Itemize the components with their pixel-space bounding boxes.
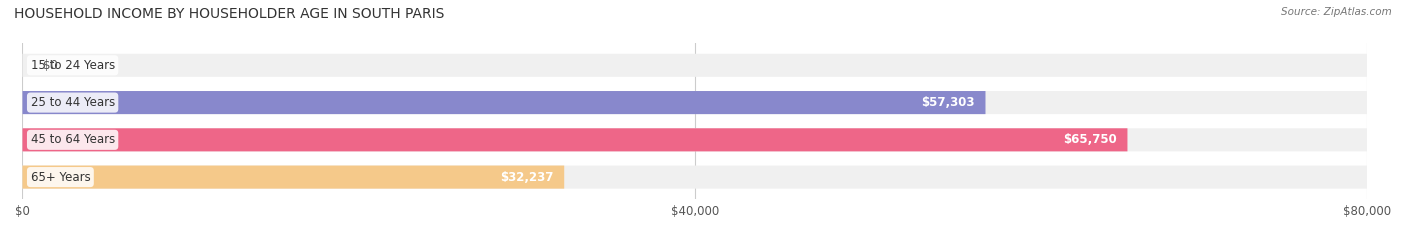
Text: Source: ZipAtlas.com: Source: ZipAtlas.com [1281, 7, 1392, 17]
FancyBboxPatch shape [22, 54, 1367, 77]
FancyBboxPatch shape [22, 91, 986, 114]
Text: $65,750: $65,750 [1063, 133, 1116, 146]
FancyBboxPatch shape [22, 165, 564, 189]
FancyBboxPatch shape [22, 91, 1367, 114]
FancyBboxPatch shape [22, 165, 1367, 189]
Text: $57,303: $57,303 [921, 96, 974, 109]
Text: 15 to 24 Years: 15 to 24 Years [31, 59, 115, 72]
Text: $32,237: $32,237 [501, 171, 554, 184]
Text: HOUSEHOLD INCOME BY HOUSEHOLDER AGE IN SOUTH PARIS: HOUSEHOLD INCOME BY HOUSEHOLDER AGE IN S… [14, 7, 444, 21]
Text: 45 to 64 Years: 45 to 64 Years [31, 133, 115, 146]
Text: 65+ Years: 65+ Years [31, 171, 90, 184]
Text: 25 to 44 Years: 25 to 44 Years [31, 96, 115, 109]
FancyBboxPatch shape [22, 128, 1128, 151]
FancyBboxPatch shape [22, 128, 1367, 151]
Text: $0: $0 [42, 59, 58, 72]
